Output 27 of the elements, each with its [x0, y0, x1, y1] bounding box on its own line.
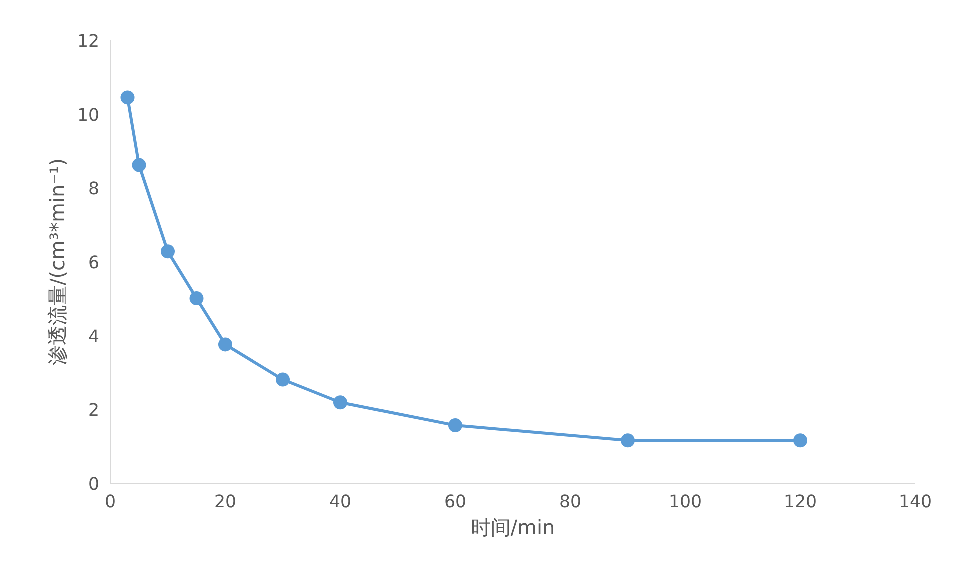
x-axis-title: 时间/min: [470, 516, 556, 540]
y-axis-title: 渗透流量/(cm³*min⁻¹): [45, 158, 70, 366]
point: [218, 338, 232, 352]
y-tick-label: 6: [88, 254, 100, 274]
point: [334, 396, 348, 410]
point: [794, 434, 808, 448]
y-tick-label: 2: [88, 401, 100, 422]
x-tick-label: 80: [559, 492, 582, 512]
point: [621, 434, 635, 448]
x-tick-label: 100: [668, 492, 702, 512]
x-tick-label: 40: [329, 492, 352, 512]
y-tick-label: 8: [88, 180, 100, 200]
y-tick-label: 10: [77, 106, 100, 126]
point: [161, 244, 175, 259]
point: [120, 90, 135, 105]
point: [190, 292, 204, 306]
x-tick-label: 0: [104, 492, 116, 512]
y-tick-label: 0: [88, 475, 100, 495]
y-tick-label: 4: [88, 327, 100, 348]
y-tick-label: 12: [77, 32, 100, 52]
x-tick-label: 120: [784, 492, 818, 512]
point: [276, 372, 290, 387]
point: [132, 158, 146, 172]
point: [448, 418, 462, 433]
x-tick-label: 140: [898, 492, 932, 512]
x-tick-label: 60: [444, 492, 467, 512]
x-tick-label: 20: [214, 492, 237, 512]
